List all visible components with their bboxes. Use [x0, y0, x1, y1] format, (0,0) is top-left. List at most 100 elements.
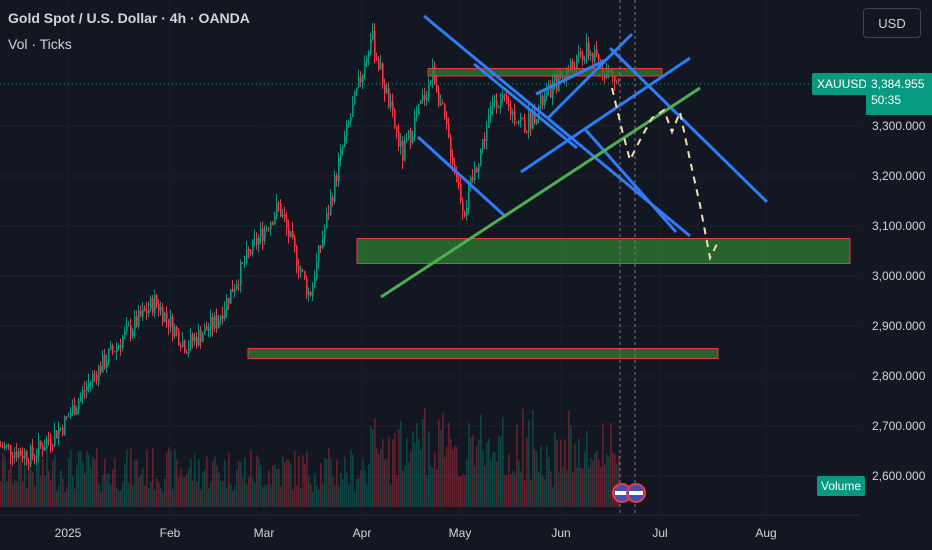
candle-body — [112, 345, 114, 352]
volume-indicator-label[interactable]: Vol · Ticks — [8, 36, 72, 52]
candle-body — [210, 316, 212, 330]
candle-body — [162, 307, 164, 322]
candle-body — [546, 89, 548, 96]
volume-bar — [412, 431, 414, 507]
volume-bar — [118, 490, 120, 507]
candle-body — [596, 49, 598, 55]
candle-body — [140, 310, 142, 317]
candle-body — [136, 315, 138, 327]
volume-bar — [480, 414, 482, 507]
price-zone[interactable] — [356, 238, 851, 264]
candle-body — [214, 315, 216, 329]
volume-bar — [10, 448, 12, 507]
volume-bar — [426, 475, 428, 507]
candle-body — [362, 74, 364, 83]
price-tick-label: 3,200.000 — [872, 169, 926, 183]
volume-bar — [352, 454, 354, 507]
candle-body — [24, 451, 26, 459]
candle-body — [130, 324, 132, 337]
candle-body — [36, 455, 38, 458]
volume-bar — [458, 476, 460, 507]
candle-body — [472, 177, 474, 180]
projected-path — [611, 87, 719, 262]
candle-body — [274, 216, 276, 225]
candle-body — [528, 112, 530, 132]
volume-bar — [306, 451, 308, 507]
volume-bar — [372, 429, 374, 507]
candle-body — [398, 131, 400, 147]
volume-bar — [88, 454, 90, 507]
symbol-price-label: XAUUSD — [812, 73, 873, 95]
candle-body — [118, 345, 120, 347]
candle-body — [478, 164, 480, 173]
candle-body — [34, 456, 36, 458]
volume-bar — [538, 471, 540, 507]
volume-bar — [236, 469, 238, 507]
candle-body — [468, 185, 470, 208]
volume-bar — [58, 485, 60, 507]
volume-bar — [238, 460, 240, 507]
volume-bar — [66, 487, 68, 507]
candle-body — [446, 117, 448, 125]
volume-bar — [316, 485, 318, 507]
volume-bar — [440, 429, 442, 507]
volume-bar — [192, 480, 194, 507]
volume-bar — [126, 449, 128, 507]
candle-body — [286, 218, 288, 228]
candle-body — [426, 97, 428, 100]
candle-body — [338, 159, 340, 181]
volume-bar — [498, 435, 500, 507]
candle-body — [540, 95, 542, 106]
volume-bar — [28, 462, 30, 507]
candle-body — [456, 170, 458, 183]
volume-bar — [524, 480, 526, 507]
volume-bar — [486, 442, 488, 507]
candle-body — [64, 416, 66, 435]
candle-body — [42, 446, 44, 451]
volume-bar — [332, 476, 334, 507]
candle-body — [332, 197, 334, 202]
volume-bar — [456, 447, 458, 507]
volume-bar — [560, 439, 562, 507]
volume-bar — [342, 478, 344, 507]
candle-body — [78, 400, 80, 410]
volume-bar — [218, 471, 220, 507]
volume-bar — [444, 457, 446, 507]
candle-body — [114, 351, 116, 353]
volume-bar — [78, 451, 80, 507]
candle-body — [494, 100, 496, 103]
channel-line-5 — [608, 46, 769, 204]
volume-bar — [506, 475, 508, 507]
volume-bar — [152, 448, 154, 507]
volume-bar — [200, 488, 202, 507]
candle-body — [500, 98, 502, 108]
candle-body — [284, 214, 286, 219]
candle-body — [542, 95, 544, 105]
candle-body — [4, 445, 6, 448]
volume-bar — [552, 487, 554, 507]
candle-body — [404, 141, 406, 161]
volume-bar — [300, 487, 302, 507]
channel-line-2 — [416, 135, 508, 219]
volume-bar — [492, 452, 494, 507]
currency-button[interactable]: USD — [863, 8, 921, 38]
candle-body — [414, 117, 416, 137]
candle-body — [208, 329, 210, 331]
price-zone[interactable] — [247, 348, 719, 359]
volume-bar — [206, 456, 208, 507]
volume-bar — [276, 469, 278, 507]
volume-bar — [140, 474, 142, 507]
candle-body — [88, 382, 90, 387]
volume-bar — [314, 473, 316, 507]
candle-body — [482, 138, 484, 150]
volume-bar — [398, 429, 400, 507]
volume-bars — [0, 407, 620, 507]
price-zone[interactable] — [427, 68, 663, 77]
candle-body — [220, 315, 222, 321]
volume-bar — [582, 469, 584, 507]
volume-bar — [188, 468, 190, 507]
candle-body — [368, 52, 370, 58]
candle-body — [516, 121, 518, 124]
volume-bar — [558, 472, 560, 507]
